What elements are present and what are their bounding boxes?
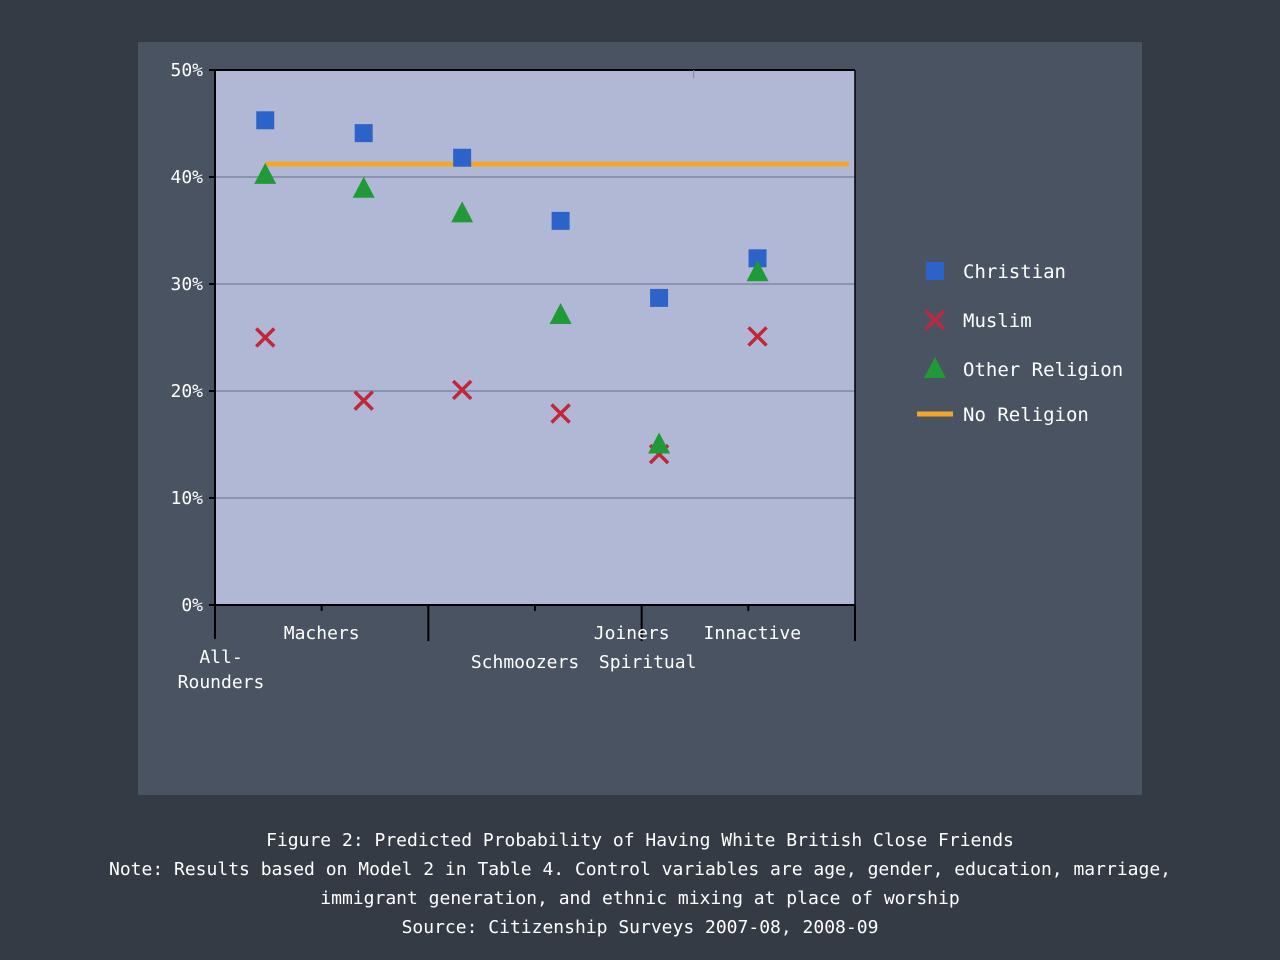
caption-source: Source: Citizenship Surveys 2007-08, 200… [401, 917, 879, 938]
y-tick-label: 50% [170, 60, 203, 81]
x-category-label: Machers [284, 623, 360, 644]
x-category-label: Joiners [594, 623, 670, 644]
x-stroke [747, 326, 768, 347]
other-religion-point [451, 201, 474, 223]
christian-point [354, 124, 373, 143]
y-tick-label: 0% [181, 595, 203, 616]
christian-point [256, 111, 275, 130]
other-religion-point [746, 260, 769, 282]
y-tick-label: 10% [170, 488, 203, 509]
muslim-point [550, 403, 571, 424]
y-tick-label: 30% [170, 274, 203, 295]
caption-note-line-2: immigrant generation, and ethnic mixing … [320, 888, 960, 909]
muslim-point [451, 379, 473, 401]
christian-point [650, 288, 669, 307]
muslim-point [254, 327, 276, 348]
x-category-label: Spiritual [599, 652, 697, 673]
x-stroke [254, 327, 276, 348]
legend-label: Christian [963, 261, 1066, 283]
x-stroke [924, 309, 946, 331]
scatter-chart: 0% 10% 20% 30% 40% 50% All- Rounders Machers Sch… [170, 60, 1123, 693]
plot-area [215, 70, 855, 605]
x-category-label: Rounders [178, 672, 265, 693]
legend-label: Other Religion [963, 359, 1123, 381]
caption-note-line-1: Note: Results based on Model 2 in Table … [108, 859, 1172, 880]
x-category-label: Schmoozers [471, 652, 579, 673]
x-stroke [353, 390, 374, 411]
other-religion-point [254, 162, 277, 184]
x-stroke [550, 403, 571, 424]
x-category-label: Innactive [704, 623, 802, 644]
legend-marker [924, 309, 946, 331]
other-religion-point [648, 432, 671, 454]
legend-marker [924, 357, 946, 378]
chart-panel: 0% 10% 20% 30% 40% 50% All- Rounders Machers Sch… [138, 42, 1142, 795]
other-religion-point [352, 176, 375, 198]
christian-point [551, 211, 570, 230]
legend-label: No Religion [963, 404, 1089, 426]
x-category-label: All- [199, 647, 242, 668]
muslim-point [747, 326, 768, 347]
figure-caption: Figure 2: Predicted Probability of Havin… [0, 826, 1280, 942]
muslim-point [353, 390, 374, 411]
legend-marker [926, 262, 944, 280]
christian-point [453, 148, 472, 167]
caption-title: Figure 2: Predicted Probability of Havin… [266, 830, 1014, 851]
y-tick-label: 20% [170, 381, 203, 402]
x-stroke [451, 379, 473, 401]
legend-label: Muslim [963, 310, 1032, 332]
other-religion-point [549, 303, 572, 325]
y-tick-label: 40% [170, 167, 203, 188]
christian-point [748, 249, 767, 268]
